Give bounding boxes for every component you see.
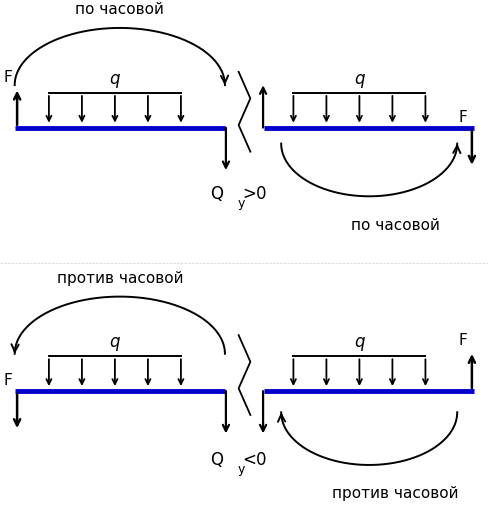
Text: <0: <0 bbox=[242, 451, 266, 469]
Text: y: y bbox=[237, 463, 244, 476]
Text: F: F bbox=[457, 334, 466, 348]
Text: Q: Q bbox=[210, 451, 223, 469]
Text: F: F bbox=[3, 373, 12, 388]
Text: против часовой: против часовой bbox=[57, 271, 183, 286]
Text: >0: >0 bbox=[242, 185, 266, 203]
Text: q: q bbox=[109, 333, 120, 351]
Text: F: F bbox=[457, 110, 466, 125]
Text: y: y bbox=[237, 197, 244, 210]
Text: q: q bbox=[353, 333, 364, 351]
Text: q: q bbox=[353, 70, 364, 88]
Text: по часовой: по часовой bbox=[350, 218, 439, 232]
Text: q: q bbox=[109, 70, 120, 88]
Text: по часовой: по часовой bbox=[75, 2, 164, 17]
Text: F: F bbox=[3, 70, 12, 85]
Text: Q: Q bbox=[210, 185, 223, 203]
Text: против часовой: против часовой bbox=[332, 486, 458, 501]
